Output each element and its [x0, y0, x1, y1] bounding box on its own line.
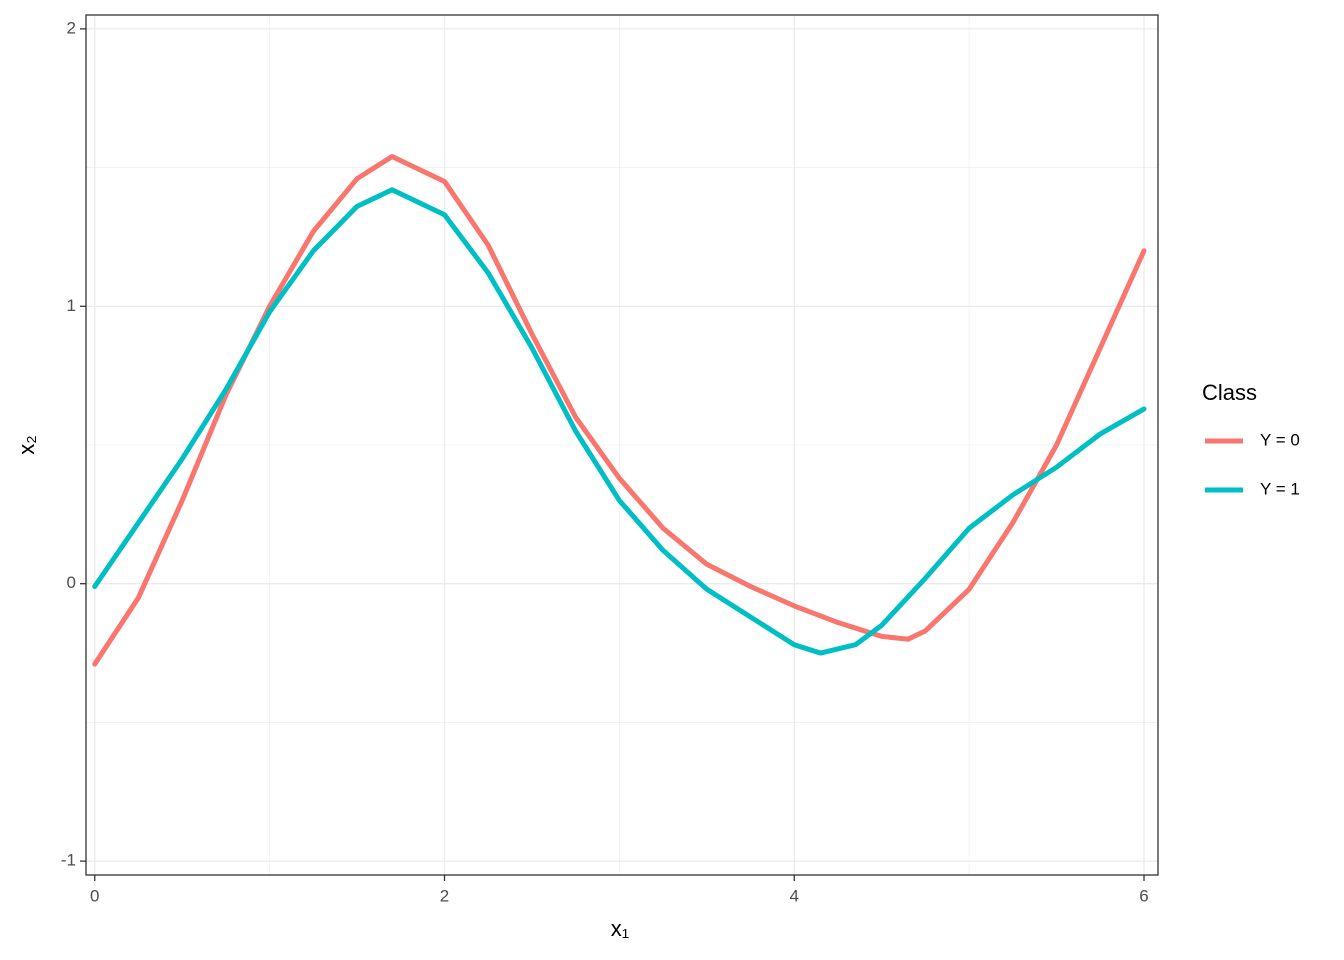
- series-line: [92, 187, 1147, 656]
- y-tick-label: 1: [67, 296, 76, 315]
- grid: [86, 15, 1158, 875]
- legend-title: Class: [1202, 380, 1257, 405]
- x-tick-label: 2: [440, 886, 449, 905]
- y-tick-label: 0: [67, 573, 76, 592]
- axes: 0 2 4 6 -1 0 1 2: [61, 18, 1149, 905]
- x-tick-label: 4: [790, 886, 799, 905]
- panel-border: [85, 14, 1159, 876]
- legend: Class Y = 0 Y = 1: [1202, 380, 1300, 499]
- legend-label: Y = 0: [1260, 430, 1300, 449]
- x-axis-label: x₁: [611, 916, 629, 941]
- series-line: [92, 153, 1147, 667]
- x-tick-label: 6: [1139, 886, 1148, 905]
- x-tick-label: 0: [90, 886, 99, 905]
- y-tick-label: -1: [61, 851, 76, 870]
- y-tick-label: 2: [67, 18, 76, 37]
- plot-lines: [92, 153, 1147, 667]
- legend-label: Y = 1: [1260, 479, 1300, 498]
- y-axis-label: x₂: [14, 435, 39, 455]
